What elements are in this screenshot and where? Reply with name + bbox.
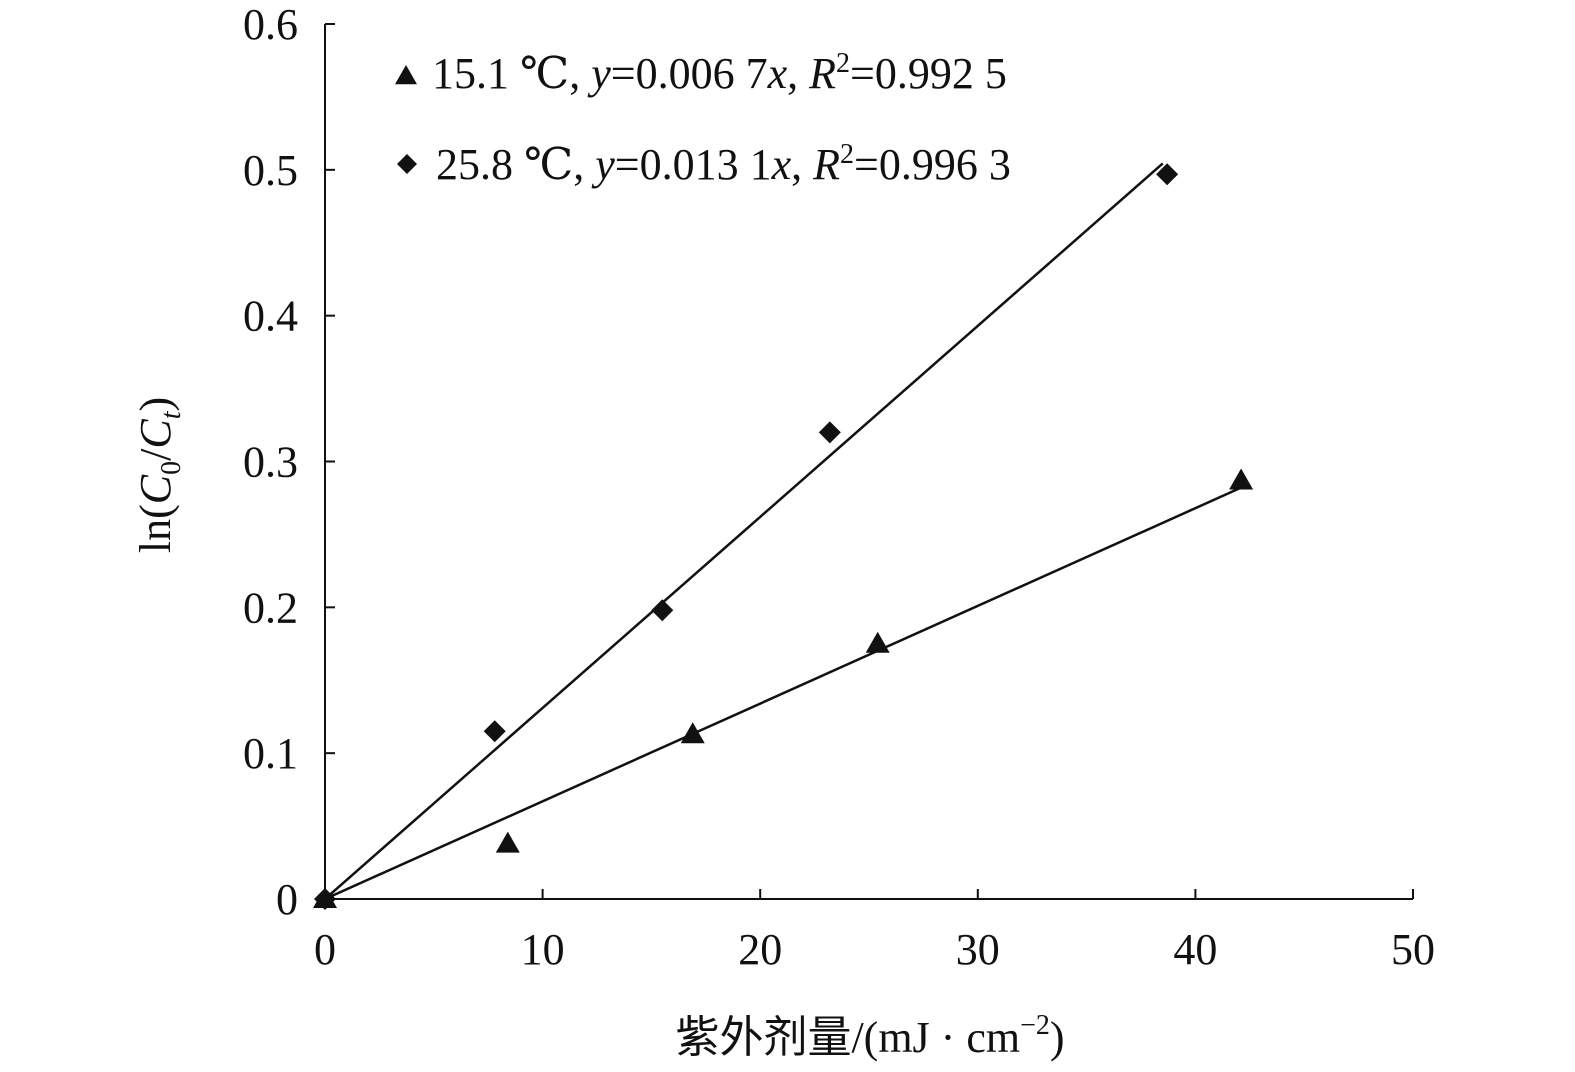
legend: 15.1 ℃, y=0.006 7x, R2=0.992 5 25.8 ℃, y… <box>395 48 1011 189</box>
legend-triangle-marker <box>395 65 417 85</box>
diamond-point <box>483 720 506 743</box>
ticks: 0 0.1 0.2 0.3 0.4 0.5 0.6 0 10 20 30 40 50 <box>243 0 1435 974</box>
legend-diamond-marker <box>397 154 417 174</box>
triangle-point <box>1229 468 1254 490</box>
fit-line-diamond <box>324 162 1164 900</box>
y-tick-label: 0.6 <box>243 0 298 49</box>
fit-line-triangle <box>324 486 1242 901</box>
diamond-point <box>651 599 674 622</box>
x-tick-label: 10 <box>521 925 565 974</box>
x-axis-title: 紫外剂量/(mJ · cm−2) <box>675 1010 1064 1062</box>
fit-lines <box>324 162 1242 901</box>
triangle-point <box>680 722 705 744</box>
y-tick-label: 0.2 <box>243 583 298 632</box>
x-tick-label: 50 <box>1391 925 1435 974</box>
y-tick-label: 0.5 <box>243 146 298 195</box>
diamond-point <box>1156 163 1179 186</box>
diamond-point <box>818 421 841 444</box>
x-tick-label: 40 <box>1173 925 1217 974</box>
y-tick-label: 0.3 <box>243 438 298 487</box>
y-axis-title: ln(C0/Ct) <box>131 397 187 553</box>
x-tick-label: 0 <box>314 925 336 974</box>
y-tick-label: 0 <box>276 875 298 924</box>
legend-entry-25-8: 25.8 ℃, y=0.013 1x, R2=0.996 3 <box>436 139 1011 189</box>
x-tick-label: 30 <box>956 925 1000 974</box>
diamond-point <box>314 888 336 910</box>
y-tick-label: 0.4 <box>243 292 298 341</box>
x-tick-label: 20 <box>738 925 782 974</box>
legend-entry-15-1: 15.1 ℃, y=0.006 7x, R2=0.992 5 <box>432 48 1007 98</box>
triangle-point <box>495 831 520 853</box>
triangle-point <box>865 631 890 653</box>
y-tick-label: 0.1 <box>243 729 298 778</box>
data-markers <box>313 163 1254 910</box>
